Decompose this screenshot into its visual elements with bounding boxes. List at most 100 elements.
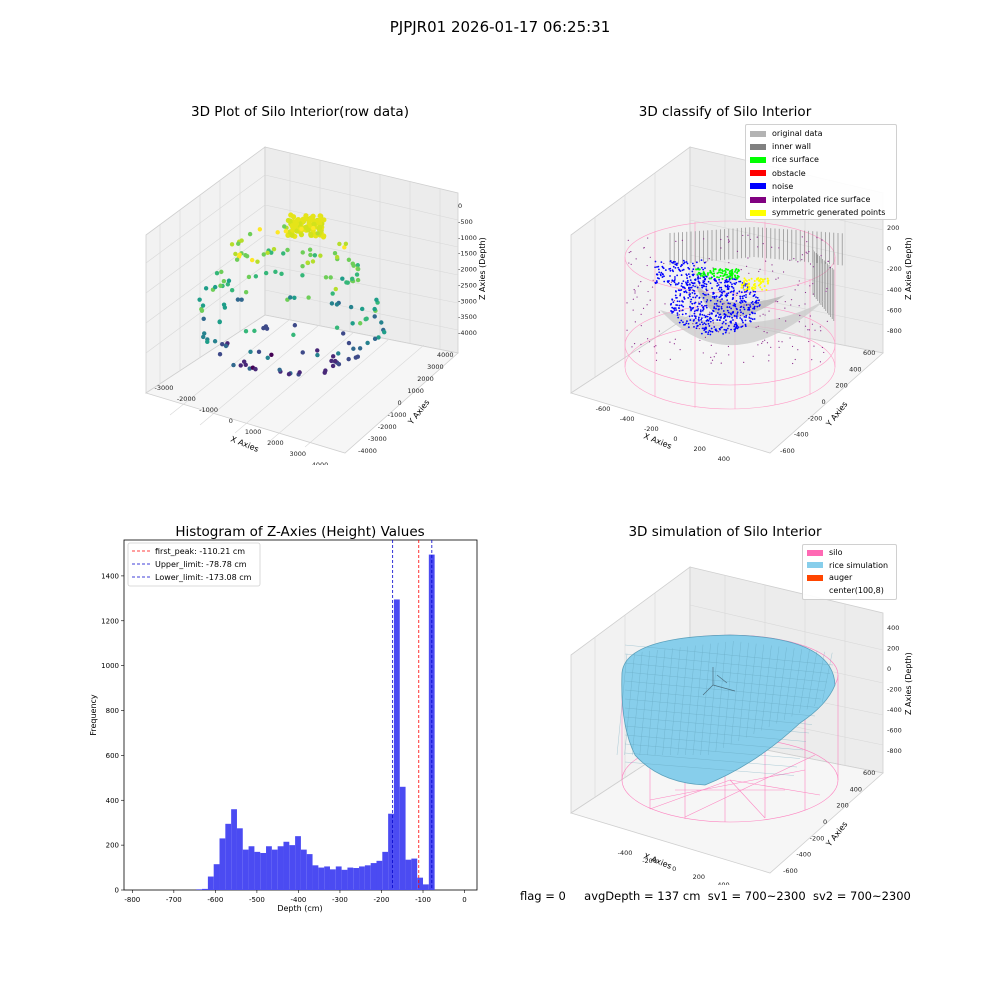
data-point — [674, 294, 677, 297]
data-point — [690, 309, 692, 312]
data-point — [762, 243, 764, 245]
data-point — [753, 318, 756, 320]
data-point — [713, 356, 715, 358]
legend-label: symmetric generated points — [772, 208, 886, 218]
data-point — [728, 315, 731, 318]
data-point — [376, 335, 381, 340]
data-point — [683, 286, 686, 289]
data-point — [694, 285, 696, 288]
data-point — [807, 329, 809, 331]
data-point — [355, 277, 361, 283]
data-point — [748, 293, 751, 295]
data-point — [727, 325, 730, 327]
data-point — [355, 266, 361, 272]
data-point — [672, 260, 675, 263]
data-point — [672, 265, 675, 268]
data-point — [715, 307, 717, 310]
data-point — [681, 286, 684, 288]
histogram-bar — [370, 863, 377, 890]
data-point — [688, 292, 690, 294]
data-point — [713, 326, 716, 328]
data-point — [748, 313, 751, 316]
data-point — [692, 323, 694, 325]
data-point — [708, 318, 711, 320]
data-point — [767, 279, 770, 282]
data-point — [765, 288, 768, 291]
data-point — [379, 320, 384, 325]
data-point — [658, 277, 660, 280]
data-point — [735, 300, 738, 302]
data-point — [671, 311, 673, 314]
data-point — [705, 285, 708, 288]
data-point — [628, 262, 630, 264]
data-point — [759, 315, 761, 317]
data-point — [700, 284, 703, 287]
data-point — [247, 231, 253, 237]
data-point — [710, 317, 713, 320]
data-point — [727, 302, 730, 305]
data-point — [727, 276, 730, 279]
data-point — [680, 304, 683, 307]
data-point — [713, 306, 716, 308]
data-point — [630, 263, 632, 265]
data-point — [693, 264, 695, 267]
data-point — [720, 286, 723, 289]
data-point — [724, 268, 727, 271]
data-point — [728, 285, 731, 288]
data-point — [696, 309, 699, 312]
data-point — [761, 342, 763, 344]
data-point — [323, 275, 329, 280]
data-point — [694, 301, 697, 304]
histogram-bar — [202, 888, 208, 890]
data-point — [778, 247, 780, 249]
data-point — [799, 314, 801, 317]
legend-label: obstacle — [772, 168, 806, 178]
data-point — [329, 301, 335, 306]
data-point — [640, 325, 642, 327]
data-point — [745, 314, 748, 317]
data-point — [829, 267, 831, 269]
data-point — [699, 339, 701, 342]
data-point — [672, 280, 675, 283]
data-point — [793, 258, 795, 260]
data-point — [722, 332, 725, 335]
histogram-bar — [335, 866, 342, 890]
data-point — [680, 310, 682, 312]
legend-item: inner wall — [750, 140, 892, 153]
data-point — [762, 313, 764, 315]
data-point — [308, 215, 314, 221]
data-point — [336, 361, 342, 367]
data-point — [346, 257, 352, 262]
data-point — [634, 321, 636, 323]
data-point — [708, 325, 711, 327]
data-point — [710, 356, 712, 358]
data-point — [758, 304, 761, 306]
data-point — [794, 358, 796, 361]
data-point — [680, 264, 683, 266]
data-point — [342, 245, 347, 250]
data-point — [679, 348, 681, 351]
data-point — [202, 331, 207, 336]
data-point — [669, 269, 672, 272]
data-point — [351, 263, 356, 268]
data-point — [711, 296, 714, 298]
data-point — [727, 268, 730, 271]
data-point — [285, 217, 291, 224]
data-point — [819, 326, 821, 328]
data-point — [797, 284, 799, 286]
data-point — [766, 332, 768, 334]
data-point — [749, 304, 751, 306]
data-point — [758, 270, 760, 273]
data-point — [718, 286, 721, 289]
data-point — [710, 362, 712, 364]
data-point — [726, 299, 729, 302]
data-point — [297, 370, 302, 375]
data-point — [674, 266, 677, 269]
data-point — [642, 307, 645, 309]
data-point — [673, 281, 676, 284]
histogram-xlabel: Depth (cm) — [277, 904, 322, 913]
data-point — [736, 277, 739, 280]
data-point — [765, 260, 767, 262]
data-point — [679, 265, 682, 268]
data-point — [744, 325, 747, 328]
